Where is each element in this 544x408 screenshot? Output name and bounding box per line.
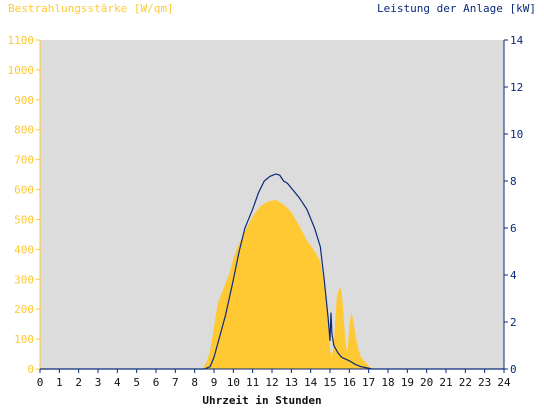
right-tick-label: 2 <box>510 316 517 329</box>
left-tick-label: 800 <box>14 124 34 137</box>
x-axis-label: Uhrzeit in Stunden <box>202 394 321 407</box>
right-tick-label: 12 <box>510 81 523 94</box>
x-tick-label: 0 <box>37 376 44 389</box>
x-tick-label: 17 <box>362 376 375 389</box>
x-tick-label: 8 <box>191 376 198 389</box>
left-tick-label: 300 <box>14 273 34 286</box>
left-tick-label: 600 <box>14 184 34 197</box>
irradiance-area <box>40 200 504 369</box>
left-axis-title: Bestrahlungsstärke [W/qm] <box>8 2 174 15</box>
left-tick-label: 1000 <box>8 64 35 77</box>
x-tick-label: 13 <box>285 376 298 389</box>
right-tick-label: 8 <box>510 175 517 188</box>
x-tick-label: 10 <box>227 376 240 389</box>
x-tick-label: 7 <box>172 376 179 389</box>
x-tick-label: 6 <box>153 376 160 389</box>
x-tick-label: 21 <box>439 376 452 389</box>
left-tick-label: 1100 <box>8 34 35 47</box>
x-tick-label: 24 <box>497 376 511 389</box>
right-tick-label: 10 <box>510 128 523 141</box>
x-tick-label: 9 <box>211 376 218 389</box>
x-tick-label: 22 <box>459 376 472 389</box>
x-tick-label: 20 <box>420 376 433 389</box>
left-tick-label: 400 <box>14 243 34 256</box>
left-tick-label: 900 <box>14 94 34 107</box>
x-tick-label: 19 <box>401 376 414 389</box>
x-tick-label: 12 <box>265 376 278 389</box>
x-tick-label: 2 <box>75 376 82 389</box>
right-axis-title: Leistung der Anlage [kW] <box>377 2 536 15</box>
left-tick-label: 100 <box>14 333 34 346</box>
x-tick-label: 15 <box>323 376 336 389</box>
right-tick-label: 14 <box>510 34 524 47</box>
power-line <box>40 173 504 370</box>
x-tick-label: 14 <box>304 376 318 389</box>
left-tick-label: 0 <box>27 363 34 376</box>
x-tick-label: 1 <box>56 376 63 389</box>
x-tick-label: 5 <box>133 376 140 389</box>
x-tick-label: 18 <box>381 376 394 389</box>
x-tick-label: 16 <box>343 376 356 389</box>
x-tick-label: 4 <box>114 376 121 389</box>
right-tick-label: 0 <box>510 363 517 376</box>
x-tick-label: 11 <box>246 376 259 389</box>
left-tick-label: 200 <box>14 303 34 316</box>
x-tick-label: 23 <box>478 376 491 389</box>
left-tick-label: 500 <box>14 213 34 226</box>
right-tick-label: 4 <box>510 269 517 282</box>
right-tick-label: 6 <box>510 222 517 235</box>
left-tick-label: 700 <box>14 154 34 167</box>
x-tick-label: 3 <box>95 376 102 389</box>
